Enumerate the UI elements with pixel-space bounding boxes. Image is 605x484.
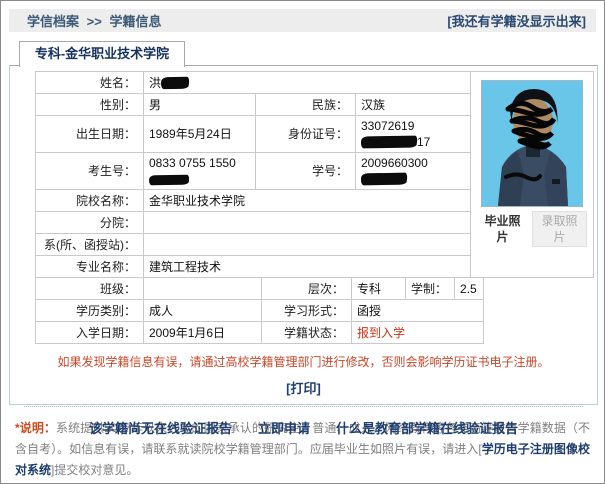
field-label-class: 班级： xyxy=(35,277,144,300)
info-table-top: 姓名： 洪 xyxy=(35,71,594,278)
table-row: 入学日期： 2009年1月6日 学籍状态： 报到入学 xyxy=(35,321,485,344)
breadcrumb: 学信档案 >> 学籍信息 xyxy=(27,11,165,30)
table-row: 性别： 男 民族： 汉族 xyxy=(35,93,594,116)
table-row: 姓名： 洪 xyxy=(35,71,594,278)
field-value-duration: 2.5 xyxy=(454,277,485,300)
field-label-duration: 学制： xyxy=(404,277,456,300)
field-value-exam-number: 0833 0755 1550 xyxy=(143,152,256,190)
field-value-status: 报到入学 xyxy=(350,321,485,344)
field-value-school: 金华职业技术学院 xyxy=(143,189,471,212)
verify-status-text: 该学籍尚无在线验证报告 xyxy=(88,421,232,436)
field-value-enroll-date: 2009年1月6日 xyxy=(143,321,262,344)
field-value-major: 建筑工程技术 xyxy=(143,255,471,278)
field-label-id-number: 身份证号： xyxy=(255,115,356,153)
table-row: 院校名称： 金华职业技术学院 xyxy=(35,189,594,212)
field-value-gender: 男 xyxy=(143,93,256,116)
field-label-status: 学籍状态： xyxy=(261,321,352,344)
footnote-label: *说明： xyxy=(15,421,56,435)
field-value-name: 洪 xyxy=(143,71,471,94)
what-is-verification-link[interactable]: 什么是教育部学籍在线验证报告 xyxy=(336,421,519,436)
apply-now-link[interactable]: 立即申请 xyxy=(257,421,310,436)
field-label-branch: 分院： xyxy=(35,211,144,234)
footnote: *说明：系统提供2007年以来入学的国家承认的研究生、普通、成人、网络教育等各类… xyxy=(15,418,590,481)
tab-row: 专科-金华职业技术学院 xyxy=(19,41,604,67)
table-row: 专业名称： 建筑工程技术 xyxy=(35,255,594,278)
more-records-link[interactable]: [我还有学籍没显示出来] xyxy=(447,14,586,29)
image-correction-system-link[interactable]: 学历电子注册图像校对系统 xyxy=(15,442,590,477)
name-text: 洪 xyxy=(149,75,162,90)
field-value-study-form: 函授 xyxy=(350,299,485,322)
field-label-exam-number: 考生号： xyxy=(35,152,144,190)
tab-school[interactable]: 专科-金华职业技术学院 xyxy=(19,41,185,67)
dotted-divider xyxy=(24,406,583,407)
breadcrumb-separator: >> xyxy=(86,14,102,29)
breadcrumb-home-link[interactable]: 学信档案 xyxy=(27,14,80,29)
table-row: 考生号： 0833 0755 1550 学号： 2009660300 xyxy=(35,152,594,190)
field-value-ethnicity: 汉族 xyxy=(355,93,471,116)
photo-tab-graduation[interactable]: 毕业照片 xyxy=(484,214,521,244)
field-label-department: 系(所、函授站)： xyxy=(35,233,144,256)
field-value-id-number: 3307261917 xyxy=(355,115,471,153)
field-value-class xyxy=(143,277,262,300)
table-row: 分院： xyxy=(35,211,594,234)
print-row: [打印] xyxy=(10,378,597,397)
footnote-text-before: 系统提供2007年以来入学的国家承认的研究生、普通、成人、网络教育等各类高等教育… xyxy=(15,421,591,456)
field-label-edu-type: 学历类别： xyxy=(35,299,144,322)
field-value-edu-type: 成人 xyxy=(143,299,262,322)
id-prefix: 33072619 xyxy=(361,119,415,133)
table-row: 出生日期： 1989年5月24日 身份证号： 3307261917 xyxy=(35,115,594,153)
field-label-ethnicity: 民族： xyxy=(255,93,356,116)
field-label-gender: 性别： xyxy=(35,93,144,116)
redaction xyxy=(160,76,190,89)
field-label-name: 姓名： xyxy=(35,71,144,94)
id-suffix: 17 xyxy=(417,135,431,149)
redaction xyxy=(360,172,408,186)
photo-tabs: 毕业照片 录取照片 xyxy=(477,211,587,247)
field-label-student-no: 学号： xyxy=(255,152,356,190)
student-no-prefix: 2009660300 xyxy=(361,156,428,170)
print-button[interactable]: [打印] xyxy=(286,381,321,396)
field-label-major: 专业名称： xyxy=(35,255,144,278)
table-row: 班级： 层次： 专科 学制： 2.5 xyxy=(35,277,485,300)
field-value-department xyxy=(143,233,471,256)
photo-cell: 毕业照片 录取照片 xyxy=(470,71,594,278)
breadcrumb-bar: 学信档案 >> 学籍信息 [我还有学籍没显示出来] xyxy=(9,9,596,32)
redaction xyxy=(360,135,418,149)
table-row: 学历类别： 成人 学习形式： 函授 xyxy=(35,299,485,322)
footnote-text-after: ]提交校对意见。 xyxy=(51,463,139,477)
field-label-birth-date: 出生日期： xyxy=(35,115,144,153)
field-value-branch xyxy=(143,211,471,234)
verify-row: 该学籍尚无在线验证报告 立即申请 什么是教育部学籍在线验证报告 xyxy=(10,418,597,437)
field-label-school: 院校名称： xyxy=(35,189,144,212)
field-value-birth-date: 1989年5月24日 xyxy=(143,115,256,153)
redaction xyxy=(148,174,190,186)
exam-number-text: 0833 0755 1550 xyxy=(149,156,236,170)
breadcrumb-current: 学籍信息 xyxy=(109,14,162,29)
field-value-level: 专科 xyxy=(351,277,406,300)
info-table-bottom: 班级： 层次： 专科 学制： 2.5 学历类别： 成人 学习形式： 函授 入学日… xyxy=(35,277,485,344)
student-info-panel: 姓名： 洪 xyxy=(9,65,598,436)
student-photo xyxy=(481,80,583,207)
field-label-study-form: 学习形式： xyxy=(261,299,352,322)
field-label-level: 层次： xyxy=(261,277,352,300)
field-label-enroll-date: 入学日期： xyxy=(35,321,144,344)
portrait-graphic xyxy=(482,81,582,206)
warning-text: 如果发现学籍信息有误，请通过高校学籍管理部门进行修改，否则会影响学历证书电子注册… xyxy=(57,355,550,369)
photo-tab-admission[interactable]: 录取照片 xyxy=(532,211,587,247)
field-value-student-no: 2009660300 xyxy=(355,152,471,190)
